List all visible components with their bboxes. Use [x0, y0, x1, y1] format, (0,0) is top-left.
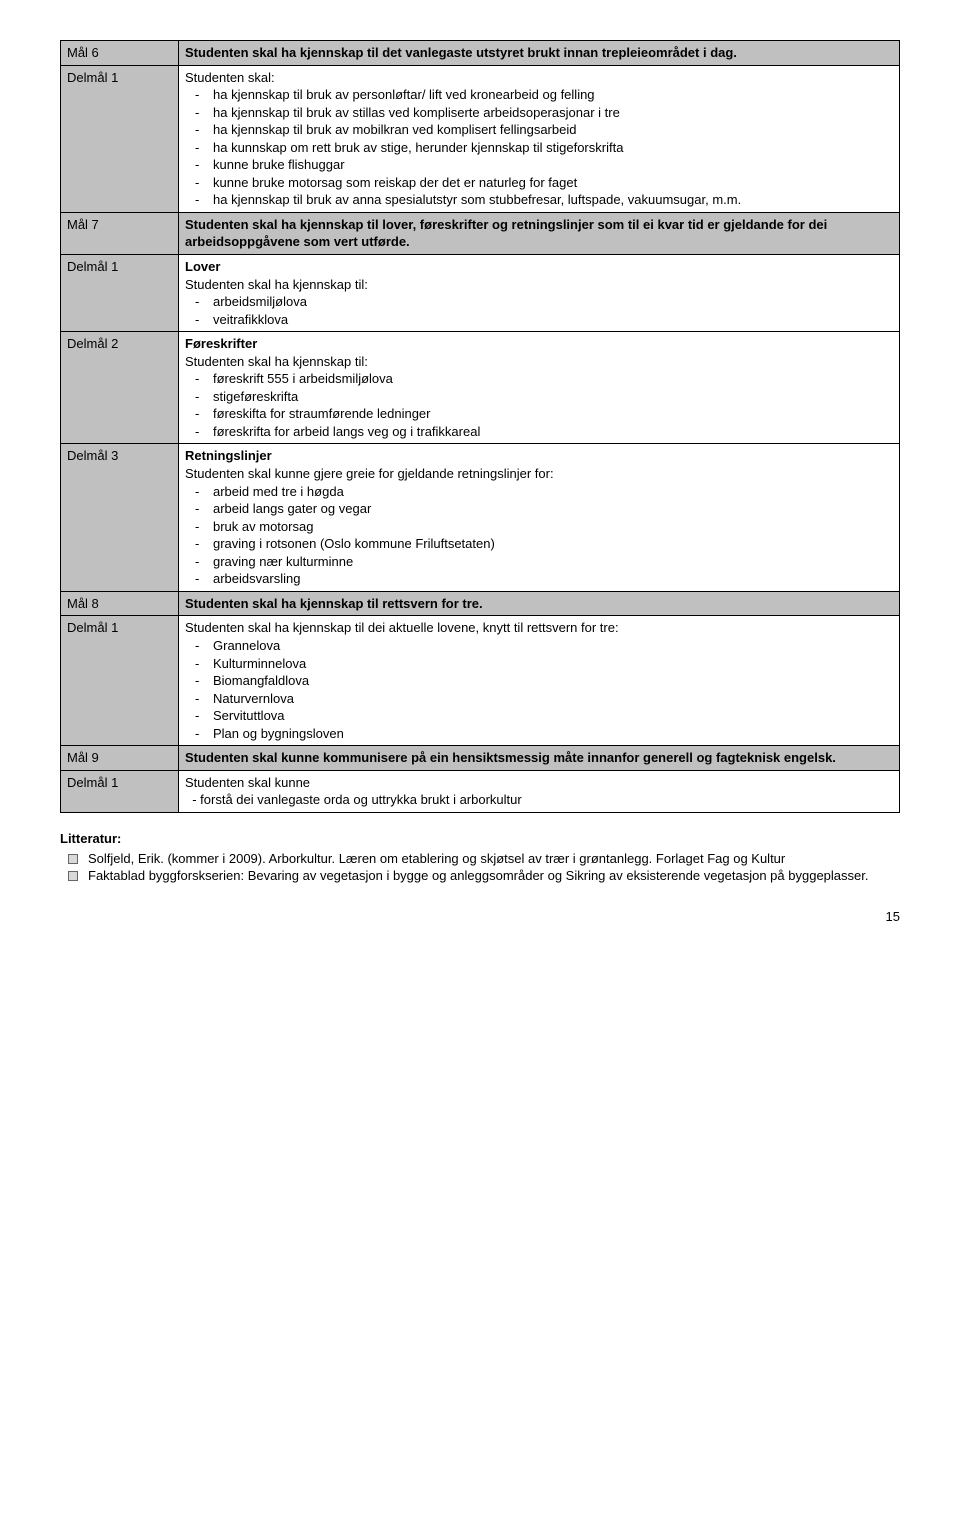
row-content: Studenten skal ha kjennskap til det vanl…	[179, 41, 900, 66]
row-intro: Studenten skal kunne gjere greie for gje…	[185, 465, 893, 483]
row-content: Studenten skal kunne kommunisere på ein …	[179, 746, 900, 771]
list-item: ha kjennskap til bruk av stillas ved kom…	[213, 104, 893, 122]
table-row: Mål 6Studenten skal ha kjennskap til det…	[61, 41, 900, 66]
row-label: Mål 6	[61, 41, 179, 66]
row-intro: Studenten skal ha kjennskap til:	[185, 353, 893, 371]
row-content: Studenten skal kunne - forstå dei vanleg…	[179, 770, 900, 812]
row-subheading: Retningslinjer	[185, 447, 893, 465]
table-row: Mål 7Studenten skal ha kjennskap til lov…	[61, 212, 900, 254]
row-subheading: Føreskrifter	[185, 335, 893, 353]
row-content: Studenten skal:ha kjennskap til bruk av …	[179, 65, 900, 212]
table-row: Delmål 3RetningslinjerStudenten skal kun…	[61, 444, 900, 591]
literature-heading: Litteratur:	[60, 831, 900, 846]
row-content: Studenten skal ha kjennskap til rettsver…	[179, 591, 900, 616]
literature-item: Solfjeld, Erik. (kommer i 2009). Arborku…	[84, 850, 900, 868]
row-item-list: føreskrift 555 i arbeidsmiljølovastigefø…	[185, 370, 893, 440]
list-item: føreskifta for straumførende ledninger	[213, 405, 893, 423]
row-item-list: arbeid med tre i høgdaarbeid langs gater…	[185, 483, 893, 588]
row-subheading: Lover	[185, 258, 893, 276]
table-row: Delmål 1Studenten skal:ha kjennskap til …	[61, 65, 900, 212]
row-content: FøreskrifterStudenten skal ha kjennskap …	[179, 332, 900, 444]
row-intro: Studenten skal ha kjennskap til:	[185, 276, 893, 294]
row-label: Mål 8	[61, 591, 179, 616]
list-item: ha kjennskap til bruk av personløftar/ l…	[213, 86, 893, 104]
row-intro: Studenten skal ha kjennskap til dei aktu…	[185, 619, 893, 637]
page-number: 15	[60, 909, 900, 924]
row-label: Delmål 3	[61, 444, 179, 591]
row-label: Delmål 1	[61, 65, 179, 212]
list-item: ha kunnskap om rett bruk av stige, herun…	[213, 139, 893, 157]
list-item: arbeid med tre i høgda	[213, 483, 893, 501]
document-page: Mål 6Studenten skal ha kjennskap til det…	[0, 0, 960, 954]
literature-item: Faktablad byggforskserien: Bevaring av v…	[84, 867, 900, 885]
list-item: Plan og bygningsloven	[213, 725, 893, 743]
table-row: Delmål 1LoverStudenten skal ha kjennskap…	[61, 255, 900, 332]
list-item: ha kjennskap til bruk av mobilkran ved k…	[213, 121, 893, 139]
list-item: Biomangfaldlova	[213, 672, 893, 690]
row-content: Studenten skal ha kjennskap til dei aktu…	[179, 616, 900, 746]
row-intro: Studenten skal kunne	[185, 774, 893, 792]
table-row: Delmål 1 Studenten skal ha kjennskap til …	[61, 616, 900, 746]
list-item: arbeidsmiljølova	[213, 293, 893, 311]
list-item: føreskrift 555 i arbeidsmiljølova	[213, 370, 893, 388]
list-item: arbeid langs gater og vegar	[213, 500, 893, 518]
table-row: Mål 8Studenten skal ha kjennskap til ret…	[61, 591, 900, 616]
row-label: Mål 7	[61, 212, 179, 254]
row-content: RetningslinjerStudenten skal kunne gjere…	[179, 444, 900, 591]
row-item-list: ha kjennskap til bruk av personløftar/ l…	[185, 86, 893, 209]
list-item: graving i rotsonen (Oslo kommune Friluft…	[213, 535, 893, 553]
row-item-list: GrannelovaKulturminnelovaBiomangfaldlova…	[185, 637, 893, 742]
list-item: Naturvernlova	[213, 690, 893, 708]
list-item: Grannelova	[213, 637, 893, 655]
goals-table: Mål 6Studenten skal ha kjennskap til det…	[60, 40, 900, 813]
list-item: bruk av motorsag	[213, 518, 893, 536]
row-plain-line: - forstå dei vanlegaste orda og uttrykka…	[185, 791, 893, 809]
row-label: Delmål 1	[61, 770, 179, 812]
row-content: LoverStudenten skal ha kjennskap til:arb…	[179, 255, 900, 332]
list-item: arbeidsvarsling	[213, 570, 893, 588]
row-label: Mål 9	[61, 746, 179, 771]
row-label: Delmål 1	[61, 255, 179, 332]
list-item: Kulturminnelova	[213, 655, 893, 673]
table-row: Mål 9Studenten skal kunne kommunisere på…	[61, 746, 900, 771]
list-item: kunne bruke motorsag som reiskap der det…	[213, 174, 893, 192]
row-label: Delmål 1	[61, 616, 179, 746]
row-content: Studenten skal ha kjennskap til lover, f…	[179, 212, 900, 254]
row-item-list: arbeidsmiljølovaveitrafikklova	[185, 293, 893, 328]
list-item: ha kjennskap til bruk av anna spesialuts…	[213, 191, 893, 209]
table-row: Delmål 2FøreskrifterStudenten skal ha kj…	[61, 332, 900, 444]
row-label: Delmål 2	[61, 332, 179, 444]
list-item: Servituttlova	[213, 707, 893, 725]
list-item: kunne bruke flishuggar	[213, 156, 893, 174]
literature-list: Solfjeld, Erik. (kommer i 2009). Arborku…	[60, 850, 900, 885]
row-intro: Studenten skal:	[185, 69, 893, 87]
list-item: veitrafikklova	[213, 311, 893, 329]
list-item: stigeføreskrifta	[213, 388, 893, 406]
table-row: Delmål 1Studenten skal kunne - forstå de…	[61, 770, 900, 812]
list-item: graving nær kulturminne	[213, 553, 893, 571]
list-item: føreskrifta for arbeid langs veg og i tr…	[213, 423, 893, 441]
